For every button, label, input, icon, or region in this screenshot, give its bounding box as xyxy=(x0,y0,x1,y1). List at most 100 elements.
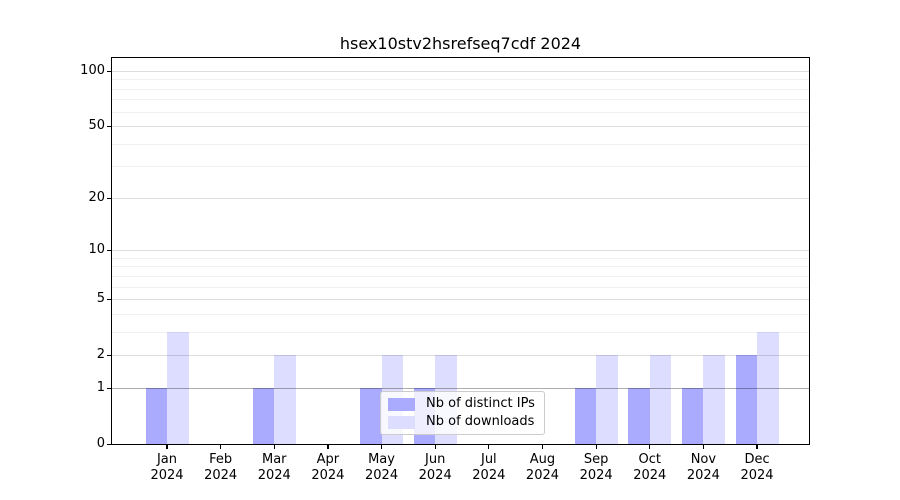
x-tick-label: Dec 2024 xyxy=(730,452,784,484)
x-tick-label: Aug 2024 xyxy=(515,452,569,484)
x-tick-month: Jan xyxy=(156,452,178,467)
y-tick-label: 1 xyxy=(96,379,105,395)
x-tick-mark xyxy=(166,445,168,449)
grid-layer xyxy=(112,58,809,444)
legend: Nb of distinct IPs Nb of downloads xyxy=(380,391,545,435)
y-tick-mark xyxy=(107,71,111,73)
major-gridline xyxy=(112,355,809,357)
x-tick-year: 2024 xyxy=(686,468,720,483)
x-tick-label: Jul 2024 xyxy=(462,452,516,484)
x-tick-label: Feb 2024 xyxy=(194,452,248,484)
x-tick-year: 2024 xyxy=(204,468,238,483)
x-tick-year: 2024 xyxy=(311,468,345,483)
x-tick-mark xyxy=(273,445,275,449)
legend-item-downloads: Nb of downloads xyxy=(388,415,535,429)
downloads-swatch xyxy=(388,415,415,429)
legend-label-distinct-ips: Nb of distinct IPs xyxy=(426,396,535,411)
x-tick-month: Jun xyxy=(425,452,446,467)
bars-layer xyxy=(112,58,809,444)
legend-label-downloads: Nb of downloads xyxy=(426,414,535,429)
x-tick-label: Apr 2024 xyxy=(301,452,355,484)
x-tick-label: Jan 2024 xyxy=(140,452,194,484)
x-tick-label: Nov 2024 xyxy=(676,452,730,484)
x-tick-mark xyxy=(595,445,597,449)
x-tick-month: Aug xyxy=(529,452,556,467)
minor-gridline xyxy=(112,266,809,268)
minor-gridline xyxy=(112,331,809,333)
bar-downloads-sep xyxy=(596,355,618,444)
x-tick-mark xyxy=(434,445,436,449)
y-tick-label: 0 xyxy=(96,436,105,451)
minor-gridline xyxy=(112,275,809,277)
y-tick-label: 20 xyxy=(88,189,105,205)
x-tick-month: Feb xyxy=(209,452,233,467)
distinct-ips-swatch xyxy=(388,397,415,411)
minor-gridline xyxy=(112,143,809,145)
x-tick-month: Jul xyxy=(480,452,497,467)
bar-distinct-ips-jan xyxy=(145,387,167,444)
x-tick-month: Sep xyxy=(583,452,609,467)
x-tick-year: 2024 xyxy=(365,468,399,483)
x-tick-month: May xyxy=(368,452,395,467)
y-tick-mark xyxy=(107,444,111,446)
x-tick-year: 2024 xyxy=(472,468,506,483)
minor-gridline xyxy=(112,79,809,81)
bar-downloads-oct xyxy=(649,355,672,444)
y-tick-mark xyxy=(107,299,111,301)
x-tick-year: 2024 xyxy=(525,468,560,483)
bar-distinct-ips-oct xyxy=(628,387,650,444)
minor-gridline xyxy=(112,111,809,113)
x-tick-label: Sep 2024 xyxy=(569,452,623,484)
bar-downloads-mar xyxy=(274,355,296,444)
chart-title: hsex10stv2hsrefseq7cdf 2024 xyxy=(339,34,582,53)
minor-gridline xyxy=(112,257,809,259)
x-tick-year: 2024 xyxy=(740,468,774,483)
y-tick-mark xyxy=(107,250,111,252)
minor-gridline xyxy=(112,99,809,101)
y-tick-label: 2 xyxy=(96,347,105,363)
x-tick-month: Oct xyxy=(638,452,661,467)
x-tick-mark xyxy=(649,445,651,449)
minor-gridline xyxy=(112,166,809,168)
major-gridline xyxy=(112,126,809,128)
x-tick-mark xyxy=(380,445,383,449)
x-tick-label: Oct 2024 xyxy=(623,452,677,484)
bar-downloads-nov xyxy=(703,355,725,444)
bar-distinct-ips-may xyxy=(360,387,382,444)
major-gridline xyxy=(112,299,809,301)
x-tick-year: 2024 xyxy=(418,468,452,483)
bar-downloads-dec xyxy=(757,331,779,444)
x-tick-label: Jun 2024 xyxy=(408,452,462,484)
y-tick-label: 50 xyxy=(88,118,105,134)
bar-distinct-ips-dec xyxy=(735,355,758,444)
major-gridline xyxy=(112,250,809,252)
x-tick-year: 2024 xyxy=(150,468,184,483)
y-tick-mark xyxy=(107,197,111,200)
y-tick-label: 5 xyxy=(96,291,105,307)
x-tick-mark xyxy=(541,445,544,449)
major-gridline xyxy=(112,387,809,389)
minor-gridline xyxy=(112,88,809,90)
y-tick-label: 100 xyxy=(80,63,105,78)
x-tick-mark xyxy=(488,445,490,449)
plot-area: Nb of distinct IPs Nb of downloads xyxy=(111,57,810,445)
minor-gridline xyxy=(112,313,809,315)
bar-downloads-jan xyxy=(167,331,189,444)
major-gridline xyxy=(112,197,809,199)
x-tick-mark xyxy=(702,445,704,449)
y-tick-mark xyxy=(107,126,111,128)
x-tick-mark xyxy=(220,445,222,449)
y-tick-label: 10 xyxy=(88,242,105,258)
y-tick-mark xyxy=(107,355,111,357)
bar-distinct-ips-mar xyxy=(252,387,275,444)
x-tick-month: Mar xyxy=(262,452,287,467)
x-tick-label: May 2024 xyxy=(355,452,409,484)
legend-item-distinct-ips: Nb of distinct IPs xyxy=(388,397,535,411)
x-tick-label: Mar 2024 xyxy=(247,452,301,484)
bar-distinct-ips-sep xyxy=(574,387,597,444)
x-tick-mark xyxy=(756,445,758,449)
x-tick-year: 2024 xyxy=(633,468,667,483)
bar-distinct-ips-nov xyxy=(681,387,704,444)
x-tick-year: 2024 xyxy=(579,468,613,483)
x-tick-year: 2024 xyxy=(257,468,291,483)
